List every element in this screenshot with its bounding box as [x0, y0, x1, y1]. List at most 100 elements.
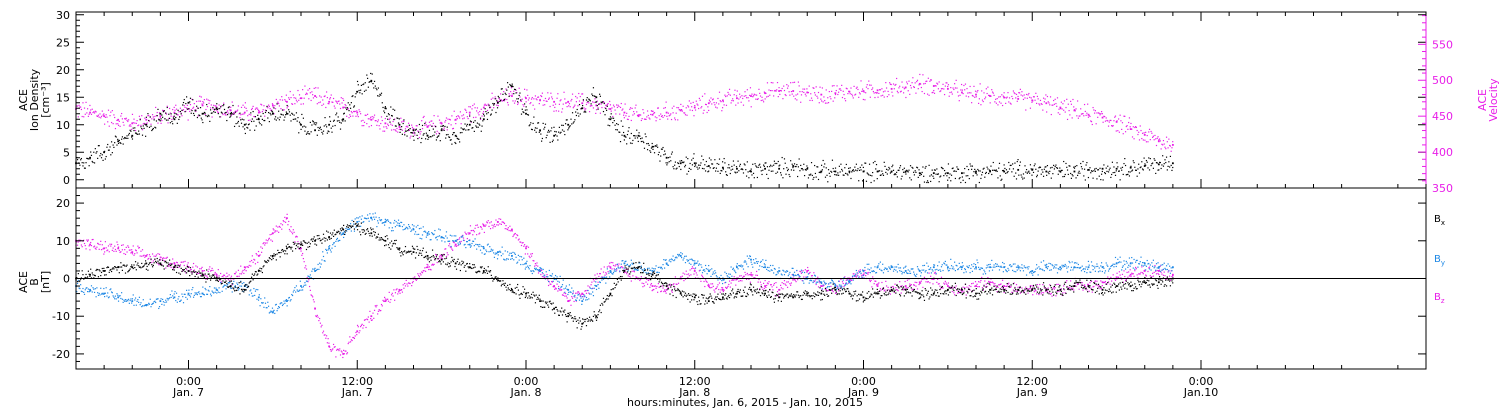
velocity-sample-dot: [685, 107, 687, 109]
ion-density-sample-dot: [1098, 175, 1100, 177]
ion-density-sample-dot: [401, 133, 403, 135]
by-sample-dot: [131, 298, 134, 300]
ion-density-sample-dot: [960, 172, 963, 174]
by-point: [286, 300, 288, 303]
ion-density-sample-dot: [1138, 172, 1141, 174]
ion-density-sample-dot: [339, 128, 342, 130]
ion-density-sample-dot: [814, 172, 817, 175]
ion-density-sample-dot: [575, 111, 577, 113]
bz-sample-dot: [933, 272, 936, 274]
by-sample-dot: [277, 307, 279, 310]
velocity-sample-dot: [663, 115, 666, 117]
bz-sample-dot: [606, 266, 608, 268]
velocity-sample-dot: [293, 97, 295, 99]
ion-density-sample-dot: [122, 143, 124, 145]
bz-sample-dot: [771, 286, 773, 288]
ion-density-sample-dot: [162, 111, 164, 113]
ion-density-sample-dot: [508, 95, 510, 98]
bz-sample-dot: [1060, 288, 1062, 290]
ion-density-sample-dot: [462, 128, 464, 130]
ion-density-sample-dot: [657, 146, 659, 148]
ion-density-sample-dot: [459, 141, 461, 143]
ion-density-sample-dot: [1015, 172, 1017, 174]
bz-sample-dot: [541, 275, 543, 278]
ion-density-sample-dot: [551, 127, 553, 129]
velocity-sample-dot: [93, 112, 96, 114]
by-sample-dot: [108, 296, 110, 298]
bz-sample-dot: [850, 279, 852, 281]
bz-sample-dot: [544, 276, 546, 279]
axis-label-line: Velocity: [1487, 78, 1500, 122]
ion-density-sample-dot: [377, 95, 379, 97]
bz-sample-dot: [758, 278, 760, 281]
velocity-sample-dot: [813, 87, 815, 89]
bz-sample-dot: [461, 235, 463, 237]
ion-density-sample-dot: [797, 175, 799, 178]
velocity-sample-dot: [841, 84, 843, 86]
by-point: [370, 217, 373, 220]
velocity-sample-dot: [117, 124, 120, 126]
bz-sample-dot: [261, 251, 263, 253]
bz-sample-dot: [1005, 285, 1008, 288]
ion-density-sample-dot: [315, 124, 317, 126]
ion-density-sample-dot: [517, 101, 519, 103]
bz-sample-dot: [285, 218, 287, 220]
velocity-sample-dot: [594, 98, 596, 100]
bz-sample-dot: [133, 254, 135, 256]
bz-sample-dot: [1140, 271, 1142, 274]
ion-density-sample-dot: [751, 174, 753, 176]
ion-density-sample-dot: [568, 127, 570, 129]
bz-sample-dot: [663, 290, 665, 293]
velocity-sample-dot: [263, 105, 265, 107]
velocity-sample-dot: [538, 102, 540, 105]
velocity-sample-dot: [334, 107, 336, 109]
velocity-sample-dot: [327, 102, 329, 105]
ion-density-sample-dot: [241, 118, 243, 120]
velocity-sample-dot: [376, 124, 378, 127]
ion-density-sample-dot: [455, 135, 458, 138]
ion-density-sample-dot: [1016, 160, 1018, 163]
bz-sample-dot: [488, 225, 490, 228]
velocity-sample-dot: [101, 110, 103, 112]
velocity-sample-dot: [710, 97, 712, 99]
ion-density-sample-dot: [867, 173, 869, 175]
by-sample-dot: [86, 287, 88, 289]
bz-sample-dot: [938, 283, 940, 285]
velocity-sample-dot: [627, 118, 629, 121]
ion-density-sample-dot: [168, 113, 170, 115]
bz-sample-dot: [825, 288, 827, 290]
velocity-sample-dot: [314, 95, 316, 97]
ion-density-sample-dot: [1158, 169, 1160, 171]
ion-density-sample-dot: [584, 110, 586, 112]
ion-density-sample-dot: [334, 124, 336, 127]
ion-density-sample-dot: [213, 108, 216, 110]
velocity-sample-dot: [841, 96, 844, 99]
bz-sample-dot: [165, 257, 168, 259]
velocity-sample-dot: [1149, 139, 1151, 141]
ion-density-sample-dot: [439, 140, 441, 142]
ion-density-sample-dot: [281, 113, 283, 116]
velocity-sample-dot: [551, 96, 553, 98]
bz-sample-dot: [254, 263, 257, 265]
velocity-sample-dot: [360, 113, 362, 115]
by-sample-dot: [156, 298, 158, 300]
bz-sample-dot: [561, 289, 563, 291]
ion-density-sample-dot: [663, 150, 666, 152]
ion-density-sample-dot: [483, 113, 485, 115]
bz-sample-dot: [650, 282, 653, 285]
velocity-sample-dot: [137, 125, 139, 127]
bz-sample-dot: [281, 224, 284, 226]
ion-density-sample-dot: [412, 135, 414, 137]
ion-density-sample-dot: [663, 154, 665, 156]
ion-density-sample-dot: [100, 157, 103, 159]
bz-sample-dot: [609, 267, 612, 269]
bz-sample-dot: [887, 286, 889, 289]
bz-sample-dot: [241, 271, 243, 273]
velocity-sample-dot: [817, 97, 819, 99]
bz-sample-dot: [103, 253, 105, 255]
bz-sample-dot: [434, 258, 436, 260]
bz-sample-dot: [338, 349, 340, 352]
velocity-sample-dot: [1166, 141, 1168, 143]
bz-sample-dot: [721, 287, 723, 289]
